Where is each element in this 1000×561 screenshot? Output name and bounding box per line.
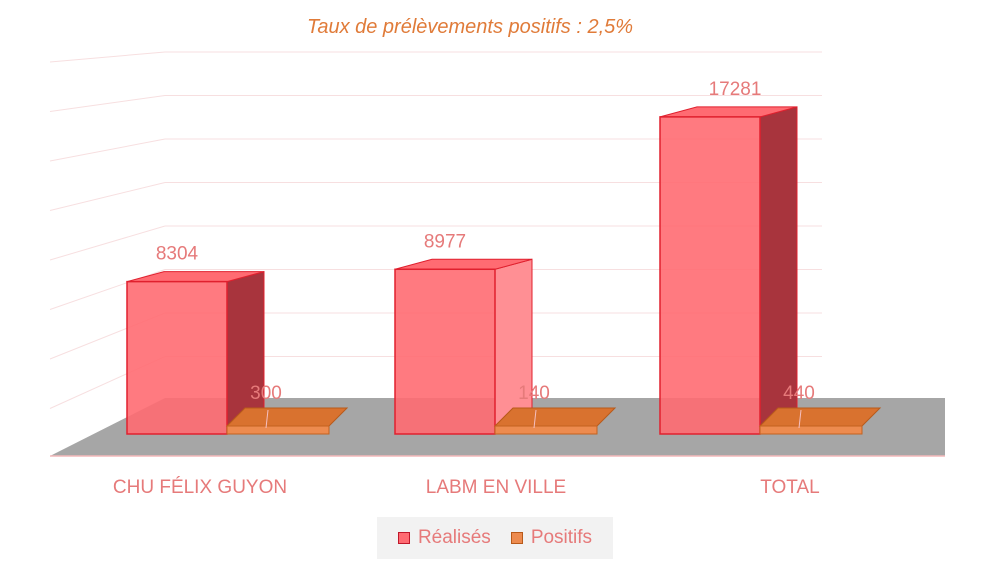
bar-positifs-1-top [493,407,617,427]
gridline-side [49,95,166,112]
data-label-realises-1: 8977 [424,231,466,252]
legend-label-realises: Réalisés [417,527,491,548]
data-label-positifs-1: 140 [518,383,550,404]
bar-realises-0-front [126,280,228,435]
legend-swatch-realises [397,532,410,544]
data-label-realises-0: 8304 [156,244,199,265]
bars [126,106,882,435]
bar-positifs-2-top [758,407,882,427]
leader-line-0 [265,409,269,429]
data-label-positifs-2: 440 [783,383,815,404]
gridline-side [49,138,166,162]
bar-positifs-0[interactable] [225,407,349,435]
gridline-side [49,225,166,261]
legend-item-positifs[interactable]: Positifs [510,527,593,549]
category-labels: CHU FÉLIX GUYON LABM EN VILLE TOTAL [113,477,820,498]
chart-title: Taux de prélèvements positifs : 2,5% [307,16,633,38]
data-labels: 8304 300 8977 140 17281 440 [156,79,815,429]
category-label-0: CHU FÉLIX GUYON [113,477,287,498]
bar-realises-2-front [659,116,761,435]
bar-realises-1[interactable] [394,258,533,435]
bar-realises-1-front [394,268,496,435]
bar-positifs-1[interactable] [493,407,617,435]
bar-realises-2[interactable] [659,106,798,435]
gridline-side [49,51,166,63]
bar-positifs-2-front [759,425,863,435]
gridline-side [49,182,166,211]
bar-positifs-0-top [225,407,349,427]
data-label-realises-2: 17281 [709,79,762,100]
bar-positifs-0-front [226,425,330,435]
legend-item-realises[interactable]: Réalisés [397,527,491,549]
leader-line-2 [798,409,802,429]
data-label-positifs-0: 300 [250,383,282,404]
category-label-1: LABM EN VILLE [426,477,566,498]
bar-positifs-1-front [494,425,598,435]
bar-realises-0[interactable] [126,270,265,435]
bar-positifs-2[interactable] [758,407,882,435]
legend: Réalisés Positifs [377,517,613,559]
legend-label-positifs: Positifs [530,527,593,548]
legend-swatch-positifs [510,532,523,544]
leader-line-1 [533,409,537,429]
category-label-2: TOTAL [760,477,819,498]
